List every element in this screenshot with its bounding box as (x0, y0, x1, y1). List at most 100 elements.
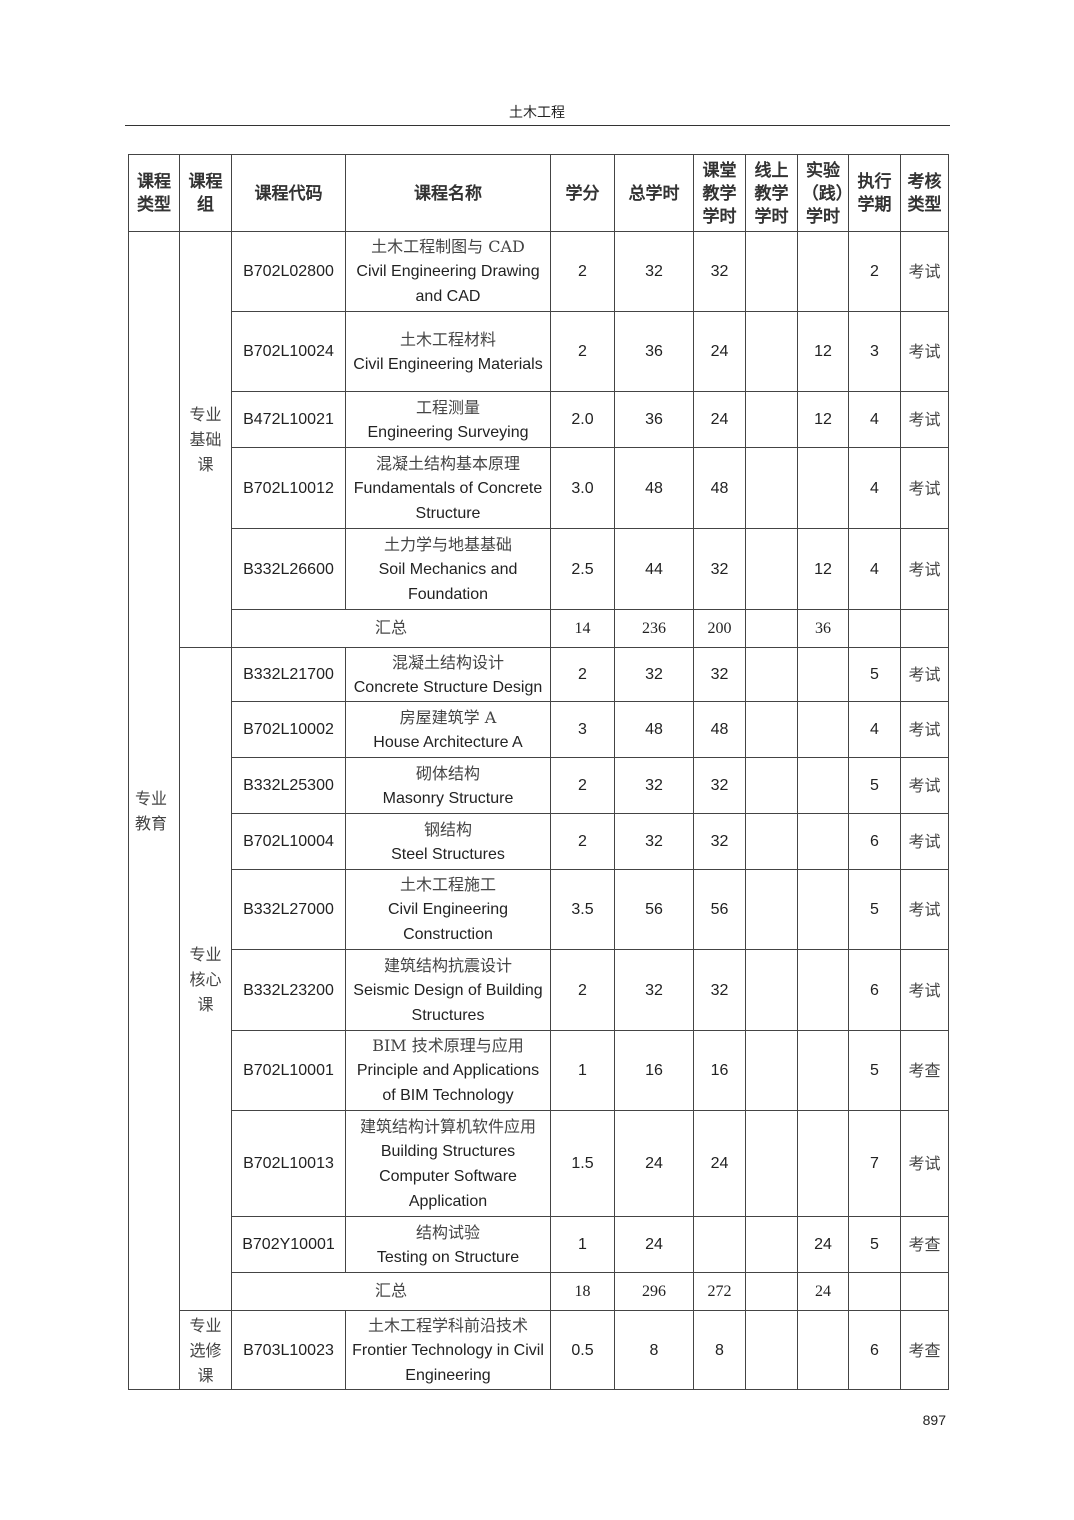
lab-cell (797, 869, 849, 950)
summary-online-cell (745, 1272, 798, 1311)
empty-cell (900, 609, 949, 648)
course-name-zh: 混凝土结构基本原理 (375, 453, 520, 473)
course-name-zh: 工程测量 (415, 397, 480, 417)
term-cell: 3 (848, 311, 901, 392)
credit-cell: 2 (550, 311, 615, 392)
course-name-cell: 土力学与地基基础 Soil Mechanics and Foundation (345, 528, 551, 610)
course-code-cell: B332L21700 (231, 647, 346, 702)
course-name-en: Steel Structures (391, 845, 505, 863)
term-cell: 4 (848, 701, 901, 758)
lab-cell (797, 231, 849, 312)
column-header: 课堂教学学时 (693, 154, 746, 232)
total-cell: 32 (614, 949, 694, 1031)
total-cell: 24 (614, 1216, 694, 1273)
course-name-en: Engineering Surveying (367, 423, 529, 441)
column-header: 线上教学学时 (745, 154, 798, 232)
credit-cell: 3.5 (550, 869, 615, 950)
exam-type-cell: 考试 (900, 869, 949, 950)
credit-cell: 0.5 (550, 1310, 615, 1390)
course-name-en: Building Structures Computer Software Ap… (379, 1142, 517, 1210)
total-cell: 36 (614, 311, 694, 392)
column-header: 学分 (550, 154, 615, 232)
exam-type-cell: 考试 (900, 231, 949, 312)
column-header: 考核类型 (900, 154, 949, 232)
course-name-cell: 砌体结构 Masonry Structure (345, 757, 551, 814)
column-header: 课程名称 (345, 154, 551, 232)
class-cell: 32 (693, 647, 746, 702)
summary-lab-cell: 36 (797, 609, 849, 648)
lab-cell (797, 701, 849, 758)
course-name-zh: 房屋建筑学 A (399, 707, 497, 727)
course-name-cell: 房屋建筑学 A House Architecture A (345, 701, 551, 758)
exam-type-cell: 考试 (900, 647, 949, 702)
summary-total-cell: 296 (614, 1272, 694, 1311)
course-name-zh: 土木工程制图与 CAD (371, 237, 525, 256)
summary-class-cell: 200 (693, 609, 746, 648)
summary-row: 汇总 18 296 272 24 (129, 1272, 949, 1311)
online-cell (745, 813, 798, 870)
class-cell: 32 (693, 528, 746, 610)
course-code-cell: B472L10021 (231, 391, 346, 448)
course-code-cell: B702L02800 (231, 231, 346, 312)
course-name-cell: 混凝土结构设计 Concrete Structure Design (345, 647, 551, 702)
term-cell: 6 (848, 813, 901, 870)
class-cell: 48 (693, 447, 746, 529)
lab-cell (797, 813, 849, 870)
course-code-cell: B332L25300 (231, 757, 346, 814)
summary-lab-cell: 24 (797, 1272, 849, 1311)
course-name-cell: 混凝土结构基本原理 Fundamentals of Concrete Struct… (345, 447, 551, 529)
table-row: B702L10004 钢结构 Steel Structures 2 32 32 6 考试 (129, 813, 949, 870)
course-name-zh: 土木工程材料 (399, 329, 496, 349)
term-cell: 7 (848, 1110, 901, 1217)
credit-cell: 2 (550, 231, 615, 312)
course-name-cell: BIM 技术原理与应用 Principle and Applications of… (345, 1030, 551, 1111)
summary-credit-cell: 18 (550, 1272, 615, 1311)
course-code-cell: B332L27000 (231, 869, 346, 950)
class-cell: 56 (693, 869, 746, 950)
online-cell (745, 647, 798, 702)
exam-type-cell: 考试 (900, 1110, 949, 1217)
course-name-en: Seismic Design of Building Structures (353, 981, 543, 1024)
course-name-cell: 土木工程施工 Civil Engineering Construction (345, 869, 551, 950)
summary-row: 汇总 14 236 200 36 (129, 609, 949, 648)
curriculum-table: 课程类型 课程组 课程代码 课程名称 学分 总学时 课堂教学学时 线上教学学时 实验（践）学时执… (128, 154, 949, 1390)
course-name-en: Concrete Structure Design (353, 678, 543, 696)
class-cell: 32 (693, 231, 746, 312)
term-cell: 5 (848, 1216, 901, 1273)
term-cell: 5 (848, 647, 901, 702)
course-group-cell: 专业核心课 (179, 647, 232, 1311)
exam-type-cell: 考试 (900, 949, 949, 1031)
total-cell: 48 (614, 447, 694, 529)
course-code-cell: B702L10013 (231, 1110, 346, 1217)
column-header: 课程代码 (231, 154, 346, 232)
term-cell: 4 (848, 391, 901, 448)
online-cell (745, 1110, 798, 1217)
lab-cell: 12 (797, 528, 849, 610)
total-cell: 32 (614, 813, 694, 870)
online-cell (745, 391, 798, 448)
empty-cell (848, 1272, 901, 1311)
lab-cell (797, 1110, 849, 1217)
class-cell: 32 (693, 949, 746, 1031)
course-group-cell: 专业基础课 (179, 231, 232, 648)
column-header: 总学时 (614, 154, 694, 232)
course-name-cell: 土木工程材料 Civil Engineering Materials (345, 311, 551, 392)
header-rule (125, 125, 950, 126)
summary-label-cell: 汇总 (231, 1272, 551, 1311)
lab-cell (797, 647, 849, 702)
empty-cell (900, 1272, 949, 1311)
class-cell: 24 (693, 311, 746, 392)
exam-type-cell: 考试 (900, 757, 949, 814)
class-cell: 8 (693, 1310, 746, 1390)
exam-type-cell: 考试 (900, 447, 949, 529)
course-type-cell: 专业教育 (128, 231, 180, 1390)
lab-cell (797, 949, 849, 1031)
course-name-cell: 结构试验 Testing on Structure (345, 1216, 551, 1273)
online-cell (745, 949, 798, 1031)
online-cell (745, 1030, 798, 1111)
credit-cell: 2 (550, 813, 615, 870)
class-cell: 32 (693, 757, 746, 814)
course-name-zh: 建筑结构计算机软件应用 (359, 1116, 536, 1136)
course-name-en: Frontier Technology in Civil Engineering (352, 1341, 544, 1384)
